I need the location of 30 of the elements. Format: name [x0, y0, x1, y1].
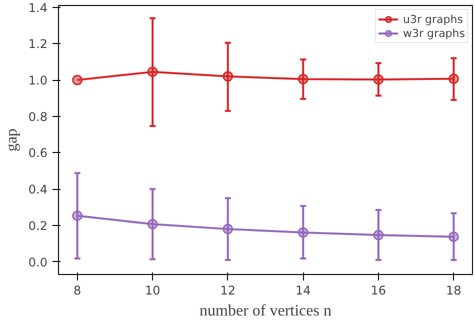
point: [448, 231, 459, 242]
y-tick-label: 0.4: [28, 182, 48, 197]
x-tick-label: 14: [296, 284, 311, 298]
y-tick-label: 0.2: [28, 218, 48, 233]
x-axis-title: number of vertices n: [200, 302, 332, 320]
x-tick-label: 8: [74, 284, 82, 298]
point: [222, 224, 234, 234]
point: [373, 230, 384, 240]
point: [147, 66, 158, 78]
point: [298, 74, 308, 84]
point: [72, 74, 83, 86]
x-tick-label: 10: [144, 284, 160, 298]
point: [222, 71, 234, 82]
y-tick-label: 1.0: [28, 74, 48, 88]
y-axis-title: gap: [3, 128, 20, 152]
point: [373, 74, 384, 85]
y-tick-label: 1.2: [28, 37, 48, 52]
y-tick-label: 0.0: [28, 255, 48, 270]
y-tick-label: 1.4: [28, 0, 48, 15]
x-tick-label: 16: [370, 284, 386, 298]
point: [298, 227, 308, 238]
legend-label: w3r graphs: [403, 26, 465, 40]
point: [448, 74, 459, 84]
legend-label: u3r graphs: [403, 12, 463, 26]
y-tick-label: 0.8: [28, 110, 48, 124]
x-tick-label: 12: [220, 284, 236, 298]
y-tick-label: 0.6: [28, 146, 48, 160]
x-tick-label: 18: [446, 284, 462, 298]
point: [147, 218, 158, 230]
point: [72, 210, 83, 222]
